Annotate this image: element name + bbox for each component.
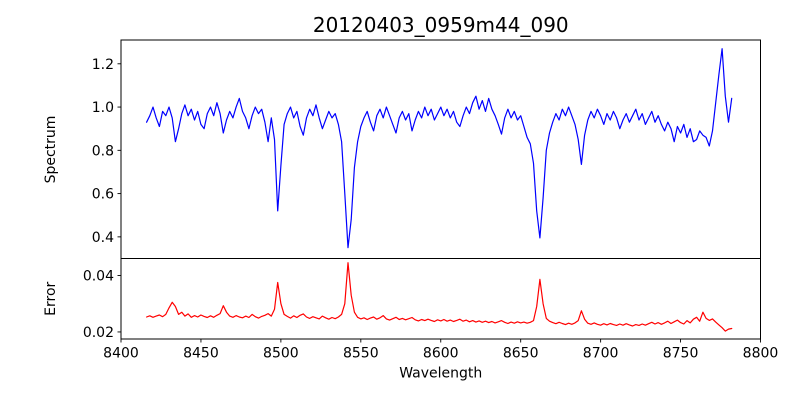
x-tick-label: 8550 [343, 346, 379, 362]
x-tick-label: 8650 [503, 346, 539, 362]
error-series-line [146, 262, 733, 332]
x-tick-label: 8600 [423, 346, 459, 362]
y-tick-label: 0.8 [92, 143, 114, 159]
y-tick-label: 0.02 [83, 325, 114, 341]
y-tick-label: 0.4 [92, 230, 114, 246]
error-y-axis-label: Error [43, 281, 59, 315]
x-tick-label: 8500 [263, 346, 299, 362]
y-tick-label: 1.0 [92, 100, 114, 116]
x-tick-label: 8450 [183, 346, 219, 362]
spectrum-y-ticks: 0.4 0.6 0.8 1.0 1.2 [92, 57, 121, 246]
x-axis-label: Wavelength [399, 366, 482, 382]
chart-title: 20120403_0959m44_090 [313, 13, 569, 37]
spectrum-series-line [146, 48, 733, 249]
x-tick-label: 8700 [583, 346, 619, 362]
y-tick-label: 0.04 [83, 268, 114, 284]
panel-spectrum: 0.4 0.6 0.8 1.0 1.2 Spectrum [43, 39, 761, 259]
y-tick-label: 1.2 [92, 57, 114, 73]
x-tick-label: 8800 [743, 346, 779, 362]
y-tick-label: 0.6 [92, 187, 114, 203]
error-y-ticks: 0.02 0.04 [83, 268, 121, 341]
x-tick-label: 8750 [663, 346, 699, 362]
x-ticks: 8400 8450 8500 8550 8600 8650 8700 8750 8800 [103, 339, 778, 362]
spectrum-y-axis-label: Spectrum [43, 116, 59, 184]
x-tick-label: 8400 [103, 346, 139, 362]
